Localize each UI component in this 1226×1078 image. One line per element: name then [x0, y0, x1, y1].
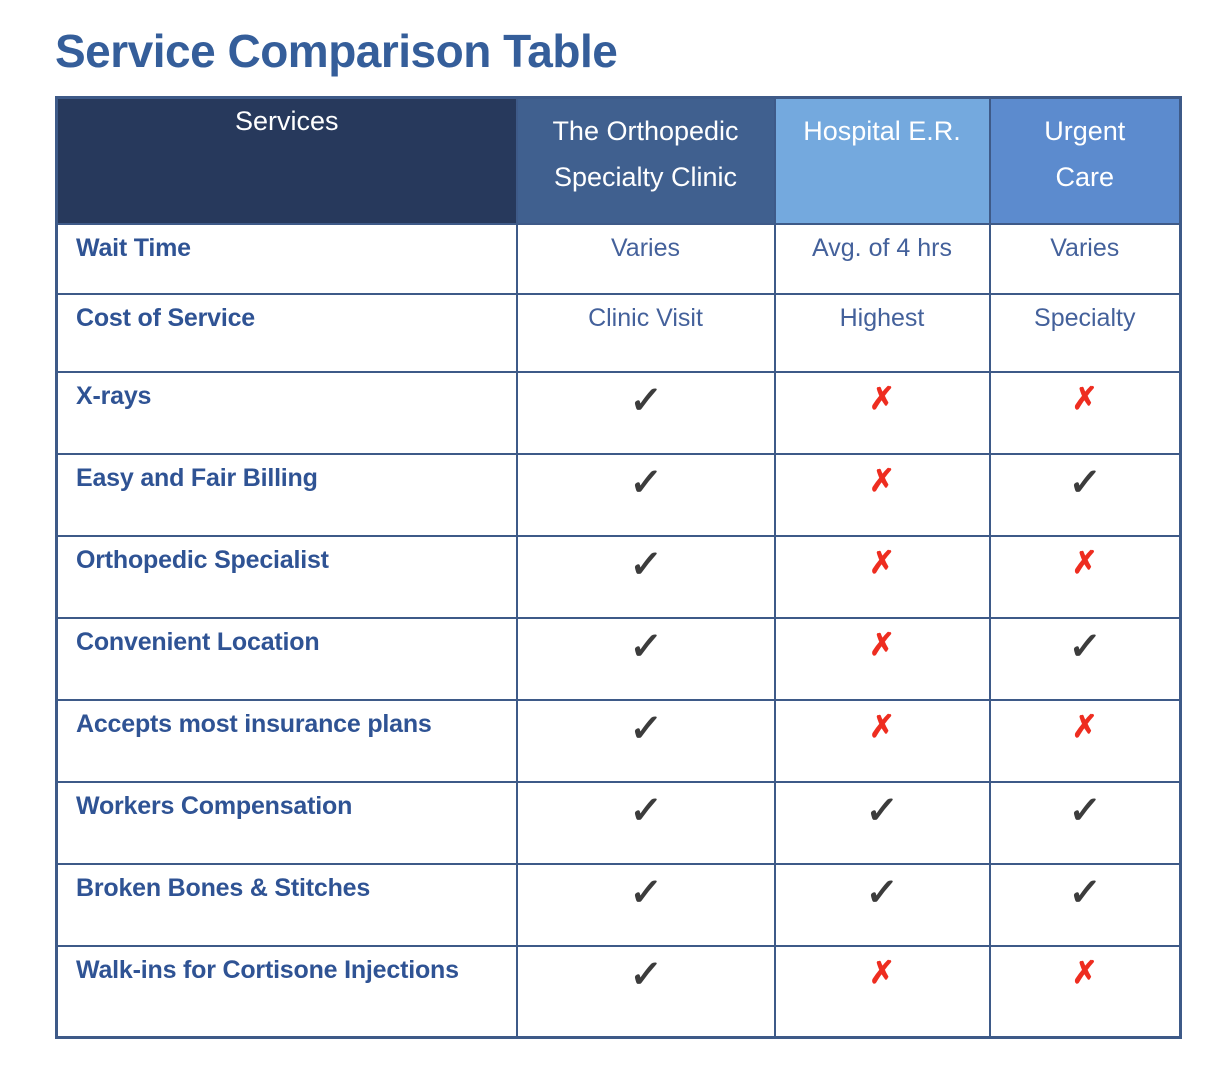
service-name-cell: Walk-ins for Cortisone Injections: [55, 944, 518, 1039]
cross-icon: ✗: [869, 954, 895, 990]
check-icon: ✓: [864, 871, 900, 914]
service-name-cell: Accepts most insurance plans: [55, 698, 518, 783]
urgent-care-value-cell: ✓: [988, 452, 1182, 537]
hospital-er-value-cell: Avg. of 4 hrs: [773, 222, 991, 295]
urgent-care-value-cell: ✓: [988, 780, 1182, 865]
check-icon: ✓: [864, 789, 900, 832]
cross-icon: ✗: [869, 544, 895, 580]
service-name-cell: Cost of Service: [55, 292, 518, 373]
table-row: Accepts most insurance plans ✓ ✗ ✗: [55, 698, 1182, 783]
table-row: X-rays ✓ ✗ ✗: [55, 370, 1182, 455]
cross-icon: ✗: [1071, 380, 1098, 416]
table-row: Broken Bones & Stitches ✓ ✓ ✓: [55, 862, 1182, 947]
header-row: Services The Orthopedic Specialty Clinic…: [55, 96, 1182, 225]
urgent-care-value-cell: Varies: [988, 222, 1182, 295]
cross-icon: ✗: [1071, 544, 1098, 580]
service-comparison-table: Services The Orthopedic Specialty Clinic…: [55, 96, 1182, 1039]
table-header: Services The Orthopedic Specialty Clinic…: [55, 96, 1182, 225]
clinic-value-cell: ✓: [515, 944, 776, 1039]
check-icon: ✓: [1067, 789, 1103, 832]
table-row: Cost of Service Clinic Visit Highest Spe…: [55, 292, 1182, 373]
clinic-value-cell: ✓: [515, 370, 776, 455]
clinic-value-cell: ✓: [515, 616, 776, 701]
service-name-cell: Broken Bones & Stitches: [55, 862, 518, 947]
service-name-cell: Convenient Location: [55, 616, 518, 701]
hospital-er-value-cell: Highest: [773, 292, 991, 373]
clinic-value-cell: Clinic Visit: [515, 292, 776, 373]
table-row: Orthopedic Specialist ✓ ✗ ✗: [55, 534, 1182, 619]
urgent-care-value-cell: ✓: [988, 616, 1182, 701]
cross-icon: ✗: [1071, 954, 1098, 990]
hospital-er-value-cell: ✗: [773, 616, 991, 701]
column-header-orthopedic-specialty-clinic: The Orthopedic Specialty Clinic: [515, 96, 776, 225]
column-header-hospital-er: Hospital E.R.: [773, 96, 991, 225]
check-icon: ✓: [1067, 871, 1103, 914]
service-name-cell: Workers Compensation: [55, 780, 518, 865]
check-icon: ✓: [628, 625, 663, 668]
clinic-value-cell: ✓: [515, 862, 776, 947]
hospital-er-value-cell: ✗: [773, 534, 991, 619]
service-name-cell: Orthopedic Specialist: [55, 534, 518, 619]
urgent-care-value-cell: ✗: [988, 944, 1182, 1039]
page-title: Service Comparison Table: [55, 25, 618, 77]
table-row: Wait Time Varies Avg. of 4 hrs Varies: [55, 222, 1182, 295]
urgent-care-value-cell: ✗: [988, 698, 1182, 783]
hospital-er-value-cell: ✗: [773, 370, 991, 455]
table-row: Convenient Location ✓ ✗ ✓: [55, 616, 1182, 701]
clinic-value-cell: Varies: [515, 222, 776, 295]
hospital-er-value-cell: ✗: [773, 944, 991, 1039]
cross-icon: ✗: [869, 626, 895, 662]
check-icon: ✓: [628, 789, 663, 832]
hospital-er-value-cell: ✓: [773, 862, 991, 947]
check-icon: ✓: [1067, 625, 1103, 668]
urgent-care-value-cell: ✗: [988, 534, 1182, 619]
column-header-services: Services: [55, 96, 518, 225]
cross-icon: ✗: [1071, 708, 1098, 744]
clinic-value-cell: ✓: [515, 780, 776, 865]
urgent-care-value-cell: ✗: [988, 370, 1182, 455]
check-icon: ✓: [628, 871, 663, 914]
column-header-urgent-care: Urgent Care: [988, 96, 1182, 225]
check-icon: ✓: [1067, 461, 1103, 504]
table-row: Walk-ins for Cortisone Injections ✓ ✗ ✗: [55, 944, 1182, 1039]
hospital-er-value-cell: ✓: [773, 780, 991, 865]
clinic-value-cell: ✓: [515, 698, 776, 783]
cross-icon: ✗: [869, 708, 895, 744]
clinic-value-cell: ✓: [515, 534, 776, 619]
check-icon: ✓: [628, 461, 663, 504]
service-name-cell: Wait Time: [55, 222, 518, 295]
table-body: Wait Time Varies Avg. of 4 hrs Varies Co…: [55, 222, 1182, 1039]
table-row: Easy and Fair Billing ✓ ✗ ✓: [55, 452, 1182, 537]
clinic-value-cell: ✓: [515, 452, 776, 537]
check-icon: ✓: [628, 707, 663, 750]
hospital-er-value-cell: ✗: [773, 698, 991, 783]
urgent-care-value-cell: ✓: [988, 862, 1182, 947]
service-name-cell: Easy and Fair Billing: [55, 452, 518, 537]
service-name-cell: X-rays: [55, 370, 518, 455]
urgent-care-value-cell: Specialty: [988, 292, 1182, 373]
check-icon: ✓: [628, 543, 663, 586]
check-icon: ✓: [628, 379, 663, 422]
check-icon: ✓: [628, 953, 663, 996]
hospital-er-value-cell: ✗: [773, 452, 991, 537]
table-row: Workers Compensation ✓ ✓ ✓: [55, 780, 1182, 865]
cross-icon: ✗: [869, 380, 895, 416]
cross-icon: ✗: [869, 462, 895, 498]
